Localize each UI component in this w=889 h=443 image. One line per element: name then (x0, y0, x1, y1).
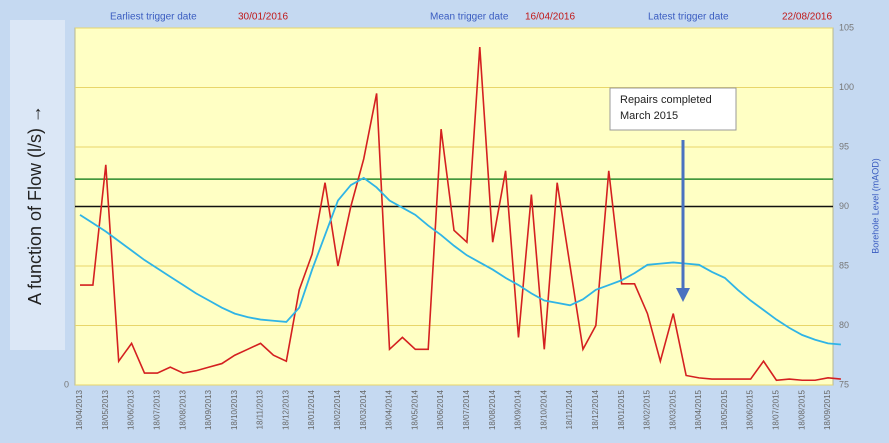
x-tick-label: 18/07/2015 (772, 389, 781, 430)
x-tick-label: 18/04/2014 (385, 389, 394, 430)
x-tick-label: 18/12/2013 (281, 389, 290, 430)
annotation-box (609, 87, 737, 131)
trigger-date: 16/04/2016 (525, 12, 575, 23)
x-tick-label: 18/09/2013 (204, 389, 213, 430)
x-tick-label: 18/06/2013 (127, 389, 136, 430)
x-tick-label: 18/01/2015 (617, 389, 626, 430)
label-panel (10, 20, 65, 350)
x-tick-label: 18/02/2014 (333, 389, 342, 430)
x-tick-label: 18/08/2014 (488, 389, 497, 430)
x-tick-label: 18/09/2015 (823, 389, 832, 430)
x-tick-label: 18/01/2014 (307, 389, 316, 430)
x-tick-label: 18/03/2015 (668, 389, 677, 430)
y2-tick-label: 75 (839, 379, 849, 389)
y2-tick-label: 95 (839, 141, 849, 151)
x-tick-label: 18/09/2014 (514, 389, 523, 430)
series-line (79, 176, 841, 346)
x-tick-label: 18/10/2014 (539, 389, 548, 430)
x-tick-label: 18/06/2014 (436, 389, 445, 430)
series-line (80, 46, 841, 382)
x-tick-label: 18/06/2015 (746, 389, 755, 430)
x-tick-label: 18/05/2013 (101, 389, 110, 430)
y-axis-label: A function of Flow (l/s) → (25, 105, 45, 305)
x-tick-label: 18/02/2015 (643, 389, 652, 430)
trigger-label: Mean trigger date (430, 12, 509, 23)
annotation-arrowhead (676, 288, 690, 302)
x-tick-label: 18/10/2013 (230, 389, 239, 430)
x-tick-label: 18/11/2013 (256, 389, 265, 429)
y2-tick-label: 80 (839, 320, 849, 330)
trigger-label: Earliest trigger date (110, 12, 197, 23)
annotation-text: Repairs completed (620, 94, 712, 106)
x-tick-label: 18/05/2015 (720, 389, 729, 430)
x-tick-label: 18/07/2013 (152, 389, 161, 430)
x-tick-label: 18/07/2014 (462, 389, 471, 430)
y2-tick-label: 85 (839, 260, 849, 270)
x-tick-label: 18/08/2013 (178, 389, 187, 430)
y2-tick-label: 100 (839, 82, 854, 92)
x-tick-label: 18/08/2015 (797, 389, 806, 430)
x-tick-label: 18/03/2014 (359, 389, 368, 430)
annotation-text: March 2015 (620, 110, 678, 122)
trigger-date: 30/01/2016 (238, 12, 288, 23)
y2-tick-label: 90 (839, 201, 849, 211)
x-tick-label: 18/04/2013 (75, 389, 84, 430)
y2-axis-label: Borehole Level (mAOD) (870, 158, 880, 254)
x-tick-label: 18/04/2015 (694, 389, 703, 430)
x-tick-label: 18/05/2014 (410, 389, 419, 430)
y2-tick-label: 105 (839, 22, 854, 32)
x-tick-label: 18/12/2014 (591, 389, 600, 430)
trigger-label: Latest trigger date (648, 12, 729, 23)
y-tick-label: 0 (64, 379, 69, 389)
x-tick-label: 18/11/2014 (565, 389, 574, 429)
trigger-date: 22/08/2016 (782, 12, 832, 23)
